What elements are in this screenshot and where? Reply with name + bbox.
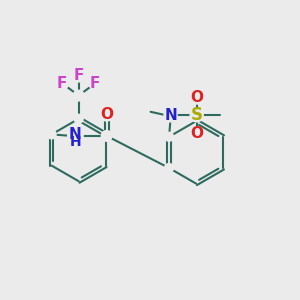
Circle shape (100, 108, 113, 121)
Text: N: N (68, 127, 81, 142)
Circle shape (73, 90, 84, 101)
Circle shape (101, 130, 112, 141)
Circle shape (74, 114, 83, 123)
Circle shape (190, 109, 203, 122)
Circle shape (165, 164, 173, 172)
Circle shape (165, 132, 173, 141)
Text: F: F (57, 76, 67, 91)
Text: O: O (190, 126, 203, 141)
Text: O: O (190, 90, 203, 105)
Text: H: H (70, 135, 81, 149)
Circle shape (68, 128, 83, 144)
Text: O: O (100, 107, 113, 122)
Text: F: F (74, 68, 84, 83)
Circle shape (190, 91, 203, 104)
Text: F: F (90, 76, 101, 91)
Circle shape (164, 109, 177, 122)
Circle shape (190, 127, 203, 140)
Text: N: N (164, 108, 177, 123)
Circle shape (47, 130, 56, 139)
Circle shape (89, 76, 102, 90)
Text: S: S (191, 106, 203, 124)
Circle shape (56, 76, 69, 90)
Circle shape (72, 69, 85, 82)
